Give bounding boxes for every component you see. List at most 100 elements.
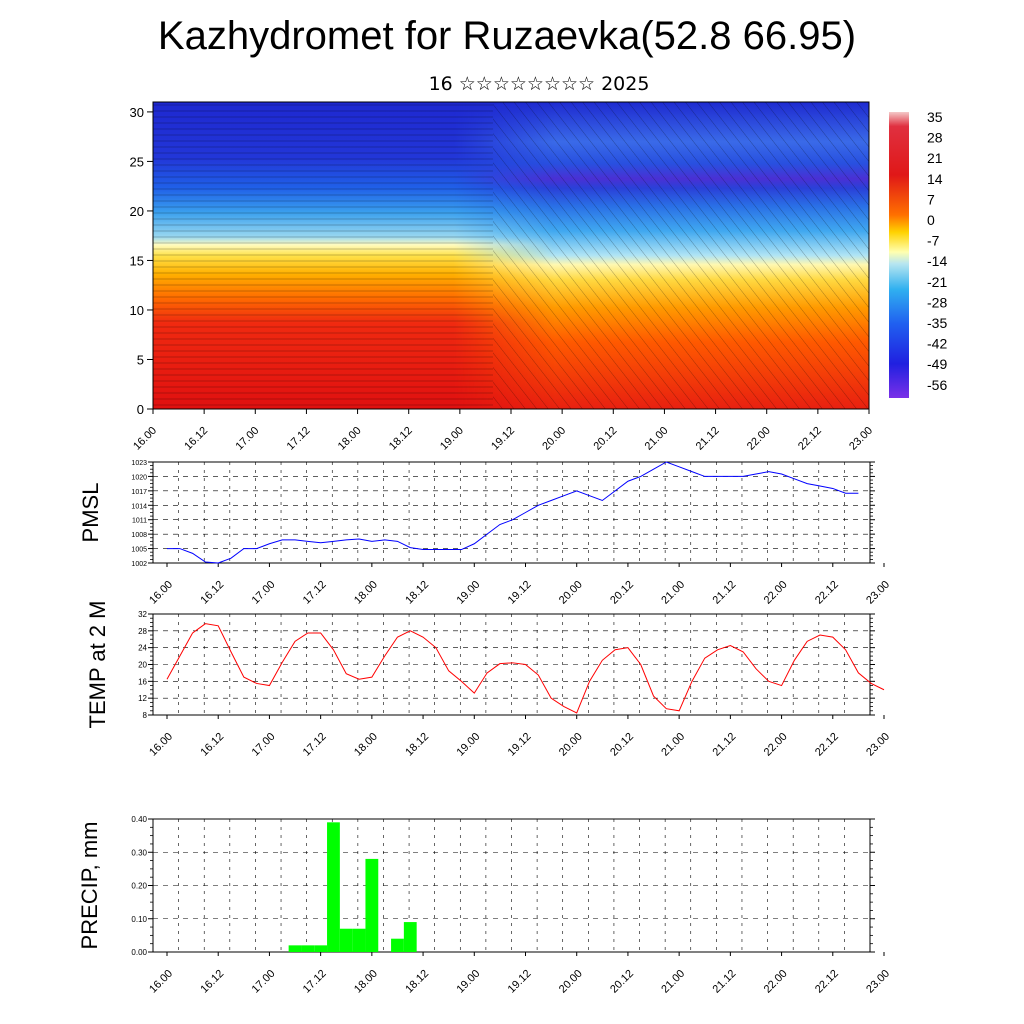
x-tick-label: 18.00 xyxy=(352,579,380,607)
section-x-tick-label: 20.12 xyxy=(591,425,619,453)
x-tick-label: 19.12 xyxy=(506,579,534,607)
cross-section-plot: 0 5 10 15 20 25 30 16.00 16.12 17.00 17.12 18.00 18… xyxy=(130,101,875,453)
y-tick-label: 1017 xyxy=(131,489,147,496)
y-tick-label: 0.20 xyxy=(131,882,147,891)
colorbar-label: -14 xyxy=(927,253,947,269)
colorbar-label: -28 xyxy=(927,294,947,310)
section-y-tick-label: 25 xyxy=(130,154,144,169)
x-tick-label: 21.12 xyxy=(711,579,739,607)
x-tick-label: 21.12 xyxy=(711,968,739,996)
x-tick-label: 18.00 xyxy=(352,731,380,759)
y-tick-label: 0.30 xyxy=(131,848,147,857)
section-y-tick-label: 10 xyxy=(130,303,144,318)
section-x-tick-label: 17.12 xyxy=(285,425,313,453)
x-tick-label: 21.00 xyxy=(659,579,687,607)
temp-line xyxy=(166,623,885,714)
section-x-tick-label: 21.12 xyxy=(694,425,722,453)
x-tick-label: 21.00 xyxy=(659,968,687,996)
x-tick-label: 18.12 xyxy=(403,731,431,759)
section-x-tick-label: 19.12 xyxy=(489,425,517,453)
x-tick-label: 17.12 xyxy=(301,579,329,607)
colorbar-label: 7 xyxy=(927,191,935,207)
y-tick-label: 1023 xyxy=(131,460,147,467)
y-tick-label: 20 xyxy=(138,661,147,670)
x-tick-label: 18.12 xyxy=(403,968,431,996)
x-tick-label: 21.12 xyxy=(711,731,739,759)
y-tick-label: 24 xyxy=(138,644,147,653)
x-tick-label: 16.00 xyxy=(147,968,175,996)
y-axis-label: TEMP at 2 M xyxy=(85,601,110,729)
section-y-tick-label: 5 xyxy=(137,352,144,367)
precip-bar xyxy=(365,858,379,952)
x-tick-label: 16.12 xyxy=(198,731,226,759)
colorbar-label: -7 xyxy=(927,233,940,249)
y-tick-label: 1014 xyxy=(131,503,147,510)
x-tick-label: 19.12 xyxy=(506,968,534,996)
x-tick-label: 22.00 xyxy=(762,579,790,607)
y-tick-label: 16 xyxy=(138,677,147,686)
precip-bar xyxy=(391,938,404,952)
temp-plot: 8 12 16 20 24 28 32 16.00 16.12 17.00 17.12 18.00 18… xyxy=(85,601,892,759)
precip-bar xyxy=(403,922,417,952)
precip-bar xyxy=(327,822,340,952)
colorbar-label: -42 xyxy=(927,336,947,352)
x-tick-label: 21.00 xyxy=(659,731,687,759)
x-tick-label: 17.00 xyxy=(250,579,278,607)
section-x-tick-label: 19.00 xyxy=(438,425,466,453)
precip-bar xyxy=(352,928,366,952)
colorbar-label: 21 xyxy=(927,150,943,166)
y-tick-label: 0.00 xyxy=(131,948,147,957)
section-x-tick-label: 18.12 xyxy=(387,425,415,453)
section-y-tick-label: 20 xyxy=(130,204,144,219)
x-tick-label: 18.12 xyxy=(403,579,431,607)
x-tick-label: 19.00 xyxy=(454,968,482,996)
x-tick-label: 20.00 xyxy=(557,579,585,607)
wind-barbs-left xyxy=(153,102,493,409)
section-x-tick-label: 23.00 xyxy=(847,425,875,453)
x-tick-label: 22.00 xyxy=(762,731,790,759)
colorbar-gradient xyxy=(889,112,909,398)
y-tick-label: 28 xyxy=(138,627,147,636)
x-tick-label: 20.00 xyxy=(557,968,585,996)
section-x-tick-label: 22.12 xyxy=(796,425,824,453)
section-x-tick-label: 18.00 xyxy=(336,425,364,453)
precip-bar xyxy=(339,928,353,952)
x-tick-label: 19.00 xyxy=(454,579,482,607)
x-tick-label: 22.12 xyxy=(813,579,841,607)
y-tick-label: 32 xyxy=(138,610,147,619)
y-tick-label: 8 xyxy=(143,711,148,720)
x-tick-label: 20.12 xyxy=(608,731,636,759)
colorbar-label: -49 xyxy=(927,356,947,372)
precip-bar xyxy=(301,945,315,952)
x-tick-label: 19.00 xyxy=(454,731,482,759)
section-x-tick-label: 16.00 xyxy=(131,425,159,453)
y-tick-label: 1011 xyxy=(132,518,147,525)
x-tick-label: 17.00 xyxy=(250,968,278,996)
y-axis-label: PRECIP, mm xyxy=(77,822,102,950)
section-x-tick-label: 20.00 xyxy=(540,425,568,453)
x-tick-label: 22.00 xyxy=(762,968,790,996)
x-tick-label: 23.00 xyxy=(864,968,892,996)
section-y-tick-label: 0 xyxy=(137,402,144,417)
x-tick-label: 20.00 xyxy=(557,731,585,759)
x-tick-label: 19.12 xyxy=(506,731,534,759)
wind-barbs-right xyxy=(493,102,869,409)
colorbar-label: -35 xyxy=(927,315,947,331)
section-x-tick-label: 17.00 xyxy=(233,425,261,453)
section-x-tick-label: 16.12 xyxy=(182,425,210,453)
x-tick-label: 20.12 xyxy=(608,579,636,607)
x-tick-label: 17.12 xyxy=(301,731,329,759)
x-tick-label: 16.12 xyxy=(198,579,226,607)
colorbar: 35 28 21 14 7 0 -7 -14 -21 -28 -35 -42 -49 -56 xyxy=(889,109,947,398)
x-tick-label: 16.00 xyxy=(147,731,175,759)
colorbar-label: 28 xyxy=(927,130,943,146)
y-tick-label: 1005 xyxy=(131,547,147,554)
section-y-tick-label: 15 xyxy=(130,253,144,268)
pmsl-line xyxy=(167,461,859,564)
x-tick-label: 16.00 xyxy=(147,579,175,607)
y-tick-label: 1002 xyxy=(131,561,147,568)
section-y-tick-label: 30 xyxy=(130,105,144,120)
colorbar-label: 0 xyxy=(927,212,935,228)
chart-title: Kazhydromet for Ruzaevka(52.8 66.95) xyxy=(157,14,857,58)
